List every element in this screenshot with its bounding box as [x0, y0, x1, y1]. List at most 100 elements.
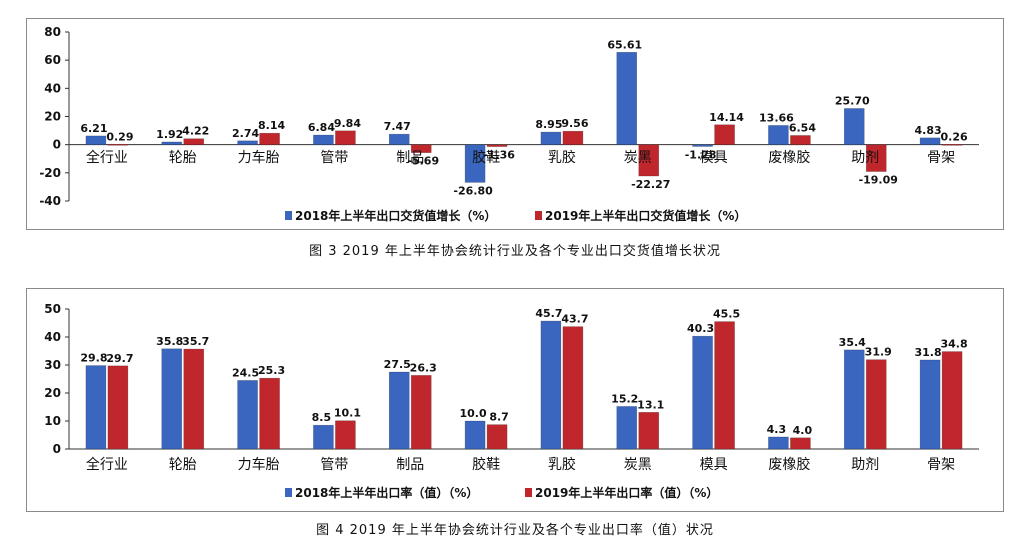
category-label: 全行业 [86, 149, 128, 166]
data-label-2019: 29.7 [106, 352, 133, 365]
bar-2018-4 [388, 371, 410, 450]
data-label-2019: -5.69 [407, 155, 439, 168]
data-label-2018: 29.8 [80, 352, 107, 365]
bar-2019-6 [562, 326, 584, 450]
y-tick-label: 80 [44, 25, 61, 39]
data-label-2018: 35.4 [839, 336, 866, 349]
category-label: 助剂 [851, 150, 879, 166]
category-label: 管带 [320, 457, 348, 473]
bar-2018-1 [161, 348, 183, 450]
bar-2018-6 [540, 131, 562, 145]
legend-label-2018: 2018年上半年出口交货值增长（%） [295, 208, 496, 223]
data-label-2019: 45.5 [713, 308, 740, 321]
data-label-2019: 26.3 [410, 361, 437, 374]
bar-2019-4 [410, 144, 432, 153]
category-label: 乳胶 [548, 149, 576, 166]
data-label-2018: 65.61 [607, 38, 642, 51]
bar-2019-2 [259, 377, 280, 450]
category-label: 制品 [396, 457, 424, 473]
bar-2019-1 [183, 138, 205, 145]
data-label-2018: 25.70 [835, 94, 870, 107]
y-tick-label: 30 [44, 358, 61, 372]
chart-growth-panel: 80 60 40 20 0 -20 -40 6.21 1.92 2.74 6.84 7.47 -26.8… [26, 18, 1004, 230]
data-label-2018: 10.0 [460, 407, 487, 420]
data-label-2018: 6.84 [308, 121, 335, 134]
data-label-2018: 7.47 [384, 120, 411, 133]
category-label: 胶鞋 [472, 456, 500, 473]
bar-2018-8 [692, 144, 713, 147]
category-label: 制品 [396, 150, 424, 166]
bar-2018-0 [85, 135, 107, 145]
bar-2018-9 [768, 436, 789, 450]
bar-2018-2 [237, 380, 258, 450]
y-tick-label: 0 [53, 138, 61, 152]
category-label: 管带 [320, 150, 348, 166]
category-label: 模具 [700, 457, 728, 473]
bar-2018-9 [768, 125, 789, 145]
chart-rate-svg: 50 40 30 20 10 0 29.8 35.8 24.5 8.5 27.5 10.0 45.7 15… [44, 302, 979, 500]
category-label: 骨架 [927, 150, 955, 166]
bar-2018-11 [919, 359, 941, 450]
data-label-2019: 35.7 [182, 335, 209, 348]
bar-2019-5 [486, 144, 508, 147]
data-label-2018: 13.66 [759, 111, 794, 124]
data-label-2018: -1.28 [685, 148, 717, 161]
data-label-2019: 9.84 [334, 117, 361, 130]
category-label: 力车胎 [238, 149, 280, 166]
bar-2018-3 [313, 134, 334, 145]
data-label-2019: 8.7 [489, 411, 509, 424]
category-label: 废橡胶 [768, 149, 810, 166]
bar-2019-7 [638, 144, 660, 177]
data-label-2019: 9.56 [561, 117, 588, 130]
bar-2019-1 [183, 348, 205, 450]
category-label: 力车胎 [238, 456, 280, 473]
data-label-2018: 40.3 [687, 322, 714, 335]
data-label-2019: 0.29 [106, 130, 133, 143]
legend-swatch-2019 [525, 488, 532, 497]
y-tick-label: 10 [44, 414, 61, 428]
data-label-2019: -19.09 [859, 174, 898, 187]
legend-swatch-2019 [535, 211, 542, 220]
bar-2019-11 [941, 144, 963, 146]
y-tick-label: 50 [44, 302, 61, 316]
data-label-2019: 13.1 [637, 398, 664, 411]
bar-2018-8 [692, 335, 713, 450]
legend-label-2019: 2019年上半年出口率（值）（%） [535, 485, 718, 500]
bar-2019-7 [638, 412, 660, 450]
category-label: 模具 [700, 150, 728, 166]
data-label-2018: 1.92 [156, 128, 183, 141]
bar-2018-6 [540, 320, 562, 450]
chart-growth-svg: 80 60 40 20 0 -20 -40 6.21 1.92 2.74 6.84 7.47 -26.8… [39, 25, 979, 223]
bar-2018-5 [464, 420, 486, 450]
y-tick-label: 40 [44, 81, 61, 95]
data-label-2018: 6.21 [80, 122, 107, 135]
data-label-2019: 43.7 [561, 313, 588, 326]
y-tick-label: 0 [53, 442, 61, 456]
bar-2018-10 [843, 108, 865, 145]
bar-2019-8 [714, 124, 735, 145]
bar-2018-7 [616, 406, 638, 450]
data-label-2018: 8.95 [535, 118, 562, 131]
y-tick-label: -40 [39, 194, 61, 208]
data-label-2019: 4.0 [793, 424, 813, 437]
figure-3-caption: 图 3 2019 年上半年协会统计行业及各个专业出口交货值增长状况 [309, 244, 721, 259]
data-label-2018: 2.74 [232, 127, 259, 140]
category-label: 炭黑 [624, 150, 652, 166]
legend-label-2018: 2018年上半年出口率（值）（%） [295, 485, 478, 500]
bar-2019-9 [790, 135, 811, 145]
chart-rate-panel: 50 40 30 20 10 0 29.8 35.8 24.5 8.5 27.5 10.0 45.7 15… [26, 288, 1004, 512]
data-label-2019: -22.27 [631, 178, 670, 191]
category-label: 乳胶 [548, 456, 576, 473]
category-label: 轮胎 [169, 457, 197, 473]
bar-2019-0 [107, 365, 129, 450]
data-label-2019: 31.9 [865, 346, 892, 359]
bar-2018-10 [843, 349, 865, 450]
legend-swatch-2018 [285, 211, 292, 220]
bar-2019-3 [335, 420, 356, 450]
y-tick-label: 20 [44, 386, 61, 400]
category-label: 炭黑 [624, 457, 652, 473]
bar-2018-0 [85, 365, 107, 450]
category-label: 胶鞋 [472, 149, 500, 166]
bar-2018-7 [616, 51, 638, 145]
data-label-2019: 8.14 [258, 119, 285, 132]
